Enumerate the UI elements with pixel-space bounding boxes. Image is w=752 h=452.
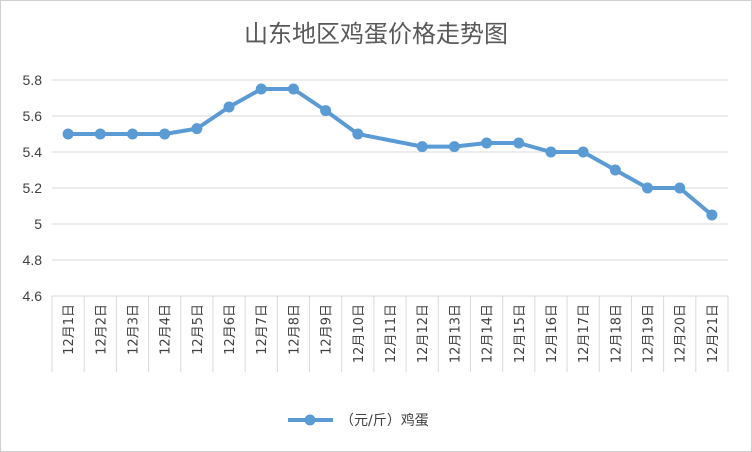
y-tick-label: 5 [34, 216, 42, 232]
x-tick-label: 12月4日 [159, 304, 174, 355]
y-tick-label: 4.8 [23, 252, 43, 268]
y-axis: 4.6 4.8 5 5.2 5.4 5.6 5.8 [23, 72, 43, 304]
data-point [609, 164, 621, 176]
data-point [448, 141, 460, 153]
data-point [62, 128, 74, 140]
data-point [287, 83, 299, 95]
x-tick-label: 12月3日 [126, 304, 141, 355]
x-tick-label: 12月10日 [352, 304, 367, 363]
data-point [545, 146, 557, 158]
series-group [62, 83, 718, 221]
data-point [191, 123, 203, 135]
x-tick-label: 12月19日 [642, 304, 657, 363]
x-tick-label: 12月9日 [320, 304, 335, 355]
data-point [94, 128, 106, 140]
legend-dot-marker [304, 414, 316, 426]
data-point [674, 182, 686, 194]
y-tick-label: 5.6 [23, 108, 43, 124]
x-tick-label: 12月14日 [481, 304, 496, 363]
data-point [255, 83, 267, 95]
data-point [642, 182, 654, 194]
data-point [577, 146, 589, 158]
data-point [223, 101, 235, 113]
x-tick-label: 12月18日 [609, 304, 624, 363]
x-tick-label: 12月12日 [416, 304, 431, 363]
x-tick-label: 12月13日 [448, 304, 463, 363]
x-tick-label: 12月5日 [191, 304, 206, 355]
x-tick-label: 12月17日 [577, 304, 592, 363]
data-point [513, 137, 525, 149]
y-tick-label: 5.2 [23, 180, 43, 196]
x-tick-label: 12月1日 [62, 304, 77, 355]
y-tick-label: 5.4 [23, 144, 43, 160]
y-tick-label: 5.8 [23, 72, 43, 88]
data-point [706, 209, 718, 221]
data-point [126, 128, 138, 140]
x-tick-label: 12月11日 [384, 304, 399, 363]
chart-title: 山东地区鸡蛋价格走势图 [244, 20, 508, 48]
legend: （元/斤）鸡蛋 [288, 412, 429, 429]
y-tick-label: 4.6 [23, 288, 43, 304]
data-point [320, 105, 332, 117]
x-tick-label: 12月21日 [706, 304, 721, 363]
x-tick-label: 12月7日 [255, 304, 270, 355]
grid-lines [52, 79, 728, 297]
x-tick-label: 12月8日 [287, 304, 302, 355]
x-tick-label: 12月2日 [94, 304, 109, 355]
x-tick-label: 12月20日 [674, 304, 689, 363]
x-tick-label: 12月15日 [513, 304, 528, 363]
x-tick-label: 12月6日 [223, 304, 238, 355]
legend-label: （元/斤）鸡蛋 [340, 412, 429, 429]
data-point [416, 141, 428, 153]
data-point [159, 128, 171, 140]
x-tick-label: 12月16日 [545, 304, 560, 363]
data-point [352, 128, 364, 140]
x-axis: 12月1日 12月2日 12月3日 12月4日 12月5日 12月6日 12月7日 12月8日… [51, 296, 729, 372]
data-point [481, 137, 493, 149]
